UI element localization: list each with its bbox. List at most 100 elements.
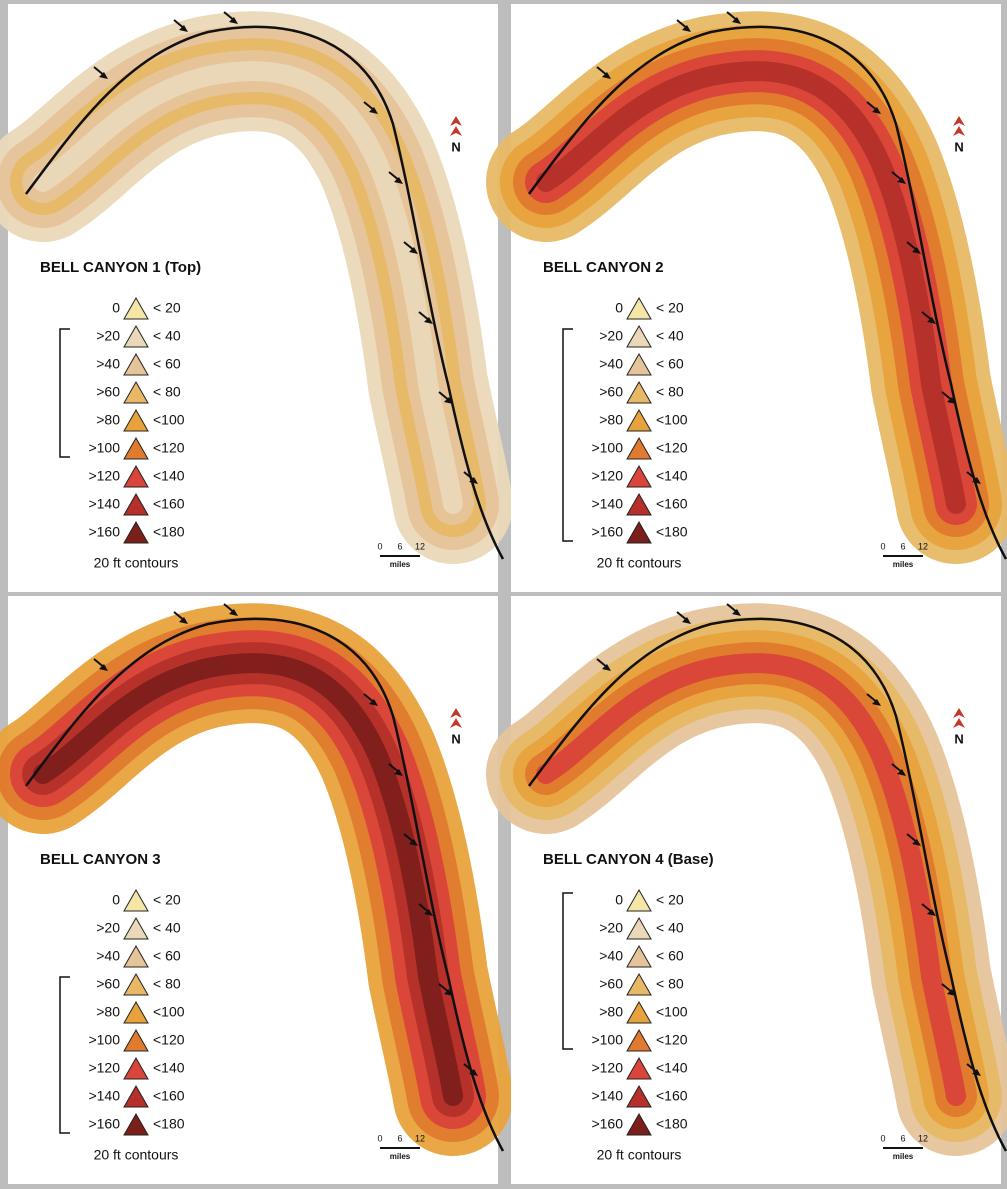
north-label: N [954, 732, 963, 747]
scale-tick: 0 [880, 1133, 885, 1143]
legend-from: >120 [88, 1060, 120, 1076]
legend-from: >40 [599, 948, 623, 964]
legend-to: < 40 [656, 328, 684, 344]
legend-to: <100 [153, 1004, 185, 1020]
legend-to: < 40 [153, 920, 181, 936]
legend-from: >80 [96, 1004, 120, 1020]
legend-to: < 60 [656, 356, 684, 372]
legend-from: 0 [615, 892, 623, 908]
scale-tick: 6 [397, 541, 402, 551]
legend-from: >20 [96, 920, 120, 936]
scale-tick: 0 [880, 541, 885, 551]
legend-to: < 20 [656, 892, 684, 908]
legend-to: < 20 [656, 300, 684, 316]
panel-title: BELL CANYON 4 (Base) [543, 851, 714, 868]
legend-from: >120 [88, 468, 120, 484]
legend-from: >80 [599, 412, 623, 428]
legend-from: >20 [96, 328, 120, 344]
legend-to: < 40 [153, 328, 181, 344]
scale-tick: 0 [377, 541, 382, 551]
legend-to: < 40 [656, 920, 684, 936]
figure: NBELL CANYON 1 (Top)0< 20>20< 40>40< 60>… [0, 0, 1007, 1189]
legend-to: < 60 [153, 948, 181, 964]
legend-from: >100 [88, 1032, 120, 1048]
legend-from: >80 [96, 412, 120, 428]
legend-to: <120 [153, 440, 185, 456]
legend-to: <160 [153, 1088, 185, 1104]
legend-from: >60 [599, 976, 623, 992]
legend-from: 0 [112, 892, 120, 908]
legend-from: >20 [599, 920, 623, 936]
panel-title: BELL CANYON 3 [40, 851, 161, 868]
north-label: N [451, 140, 460, 155]
legend-to: <140 [153, 1060, 185, 1076]
north-label: N [451, 732, 460, 747]
legend-from: >120 [591, 468, 623, 484]
legend-from: >60 [96, 384, 120, 400]
legend-to: <100 [153, 412, 185, 428]
legend-from: >60 [96, 976, 120, 992]
legend-to: <140 [656, 468, 688, 484]
scale-unit: miles [390, 1152, 411, 1161]
legend-to: <120 [656, 440, 688, 456]
legend-to: <140 [656, 1060, 688, 1076]
legend-from: >20 [599, 328, 623, 344]
contour-note: 20 ft contours [597, 1147, 682, 1163]
legend-to: <160 [656, 1088, 688, 1104]
legend-from: >140 [591, 496, 623, 512]
legend-to: <120 [153, 1032, 185, 1048]
scale-tick: 12 [415, 1133, 425, 1143]
map-panel: NBELL CANYON 30< 20>20< 40>40< 60>60< 80… [8, 596, 503, 1184]
legend-from: >160 [591, 1116, 623, 1132]
legend-from: >120 [591, 1060, 623, 1076]
scale-tick: 6 [397, 1133, 402, 1143]
legend-to: <160 [153, 496, 185, 512]
legend-to: <180 [656, 524, 688, 540]
legend-to: < 20 [153, 300, 181, 316]
scale-tick: 6 [900, 1133, 905, 1143]
legend-to: <100 [656, 1004, 688, 1020]
contour-note: 20 ft contours [597, 555, 682, 571]
map-panel: N BELL CANYON 4 (Base) 0 < 20 >20 < 40 >40 < 60… [511, 596, 1006, 1184]
legend-from: >80 [599, 1004, 623, 1020]
legend-from: >100 [88, 440, 120, 456]
legend-from: 0 [112, 300, 120, 316]
legend-to: < 20 [153, 892, 181, 908]
legend-from: >100 [591, 440, 623, 456]
contour-note: 20 ft contours [94, 555, 179, 571]
legend-to: < 80 [153, 976, 181, 992]
scale-tick: 6 [900, 541, 905, 551]
north-label: N [954, 140, 963, 155]
legend-from: 0 [615, 300, 623, 316]
legend-to: <180 [153, 1116, 185, 1132]
contour-note: 20 ft contours [94, 1147, 179, 1163]
scale-tick: 12 [918, 541, 928, 551]
scale-tick: 12 [918, 1133, 928, 1143]
legend-from: >100 [591, 1032, 623, 1048]
legend-from: >160 [88, 524, 120, 540]
scale-unit: miles [893, 1152, 914, 1161]
legend-from: >40 [599, 356, 623, 372]
scale-unit: miles [390, 560, 411, 569]
scale-unit: miles [893, 560, 914, 569]
panel-title: BELL CANYON 2 [543, 259, 664, 276]
legend-from: >160 [88, 1116, 120, 1132]
legend-from: >140 [591, 1088, 623, 1104]
scale-tick: 12 [415, 541, 425, 551]
legend-from: >160 [591, 524, 623, 540]
page: NBELL CANYON 1 (Top)0< 20>20< 40>40< 60>… [0, 0, 1007, 1189]
legend-to: < 80 [656, 976, 684, 992]
legend-to: <140 [153, 468, 185, 484]
legend-to: <180 [153, 524, 185, 540]
legend-to: < 80 [656, 384, 684, 400]
legend-to: <120 [656, 1032, 688, 1048]
legend-to: < 60 [656, 948, 684, 964]
legend-from: >140 [88, 496, 120, 512]
legend-to: < 60 [153, 356, 181, 372]
legend-to: <180 [656, 1116, 688, 1132]
legend-to: < 80 [153, 384, 181, 400]
legend-from: >140 [88, 1088, 120, 1104]
scale-tick: 0 [377, 1133, 382, 1143]
